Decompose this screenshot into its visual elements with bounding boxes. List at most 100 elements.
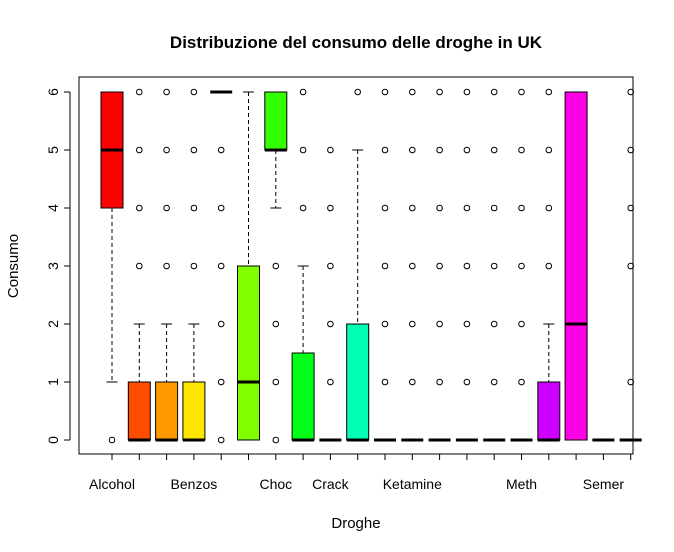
box-group [428,88,451,442]
outlier-point [518,262,525,270]
box-group [510,88,533,442]
outlier-point [217,204,225,212]
outlier-point [381,204,389,212]
outlier-point [627,262,635,270]
y-tick-label: 5 [45,146,61,154]
outlier-point [490,146,498,154]
outlier-point [299,204,307,212]
y-axis: 0 1 2 3 4 5 6 [45,88,71,444]
outlier-point [108,436,116,444]
outlier-point [381,88,389,96]
outlier-point [518,146,525,154]
outlier-point [490,204,498,212]
x-tick-label: Ketamine [383,476,442,492]
outlier-point [409,320,416,328]
outlier-point [190,262,198,270]
outlier-point [190,204,198,212]
outlier-point [272,320,280,328]
box [264,91,288,151]
outlier-point [272,262,280,270]
box [346,323,370,441]
outlier-point [463,378,471,386]
outlier-point [436,204,443,212]
outlier-point [381,146,389,154]
outlier-point [545,204,553,212]
outlier-point [545,262,553,270]
outlier-point [436,378,443,386]
y-tick-label: 3 [45,262,61,270]
box [537,381,561,441]
outlier-point [627,204,635,212]
outlier-point [217,146,225,154]
outlier-point [436,320,443,328]
x-tick-label: Choc [259,476,292,492]
outlier-point [627,378,635,386]
outlier-point [163,204,170,212]
outlier-point [490,320,498,328]
y-axis-title: Consumo [5,234,22,298]
outlier-point [490,88,498,96]
outlier-point [136,262,143,270]
y-tick-label: 0 [45,436,61,444]
box-group [237,91,260,441]
outlier-point [327,320,334,328]
x-tick-label: Alcohol [89,476,135,492]
outlier-point [463,320,471,328]
outlier-point [518,88,525,96]
outlier-point [327,262,334,270]
outlier-point [463,146,471,154]
outlier-point [463,204,471,212]
box-group [127,88,151,442]
box-group [210,90,233,444]
outlier-point [409,146,416,154]
outlier-point [381,262,389,270]
box [564,91,588,441]
box [182,381,206,441]
chart-title: Distribuzione del consumo delle droghe i… [170,33,543,52]
outlier-point [163,146,170,154]
outlier-point [409,378,416,386]
boxes-layer [100,88,642,444]
outlier-point [136,88,143,96]
outlier-point [409,204,416,212]
outlier-point [436,262,443,270]
outlier-point [436,146,443,154]
y-tick-label: 1 [45,378,61,386]
box-group [564,91,588,441]
outlier-point [627,146,635,154]
x-tick-label: Meth [506,476,537,492]
outlier-point [627,88,635,96]
outlier-point [217,262,225,270]
outlier-point [163,262,170,270]
outlier-point [136,204,143,212]
box-group [346,88,370,442]
outlier-point [217,436,225,444]
outlier-point [463,88,471,96]
outlier-point [545,146,553,154]
box-group [182,88,206,442]
outlier-point [190,88,198,96]
outlier-point [436,88,443,96]
box [291,352,315,441]
outlier-point [299,146,307,154]
outlier-point [354,88,362,96]
outlier-point [190,146,198,154]
outlier-point [327,146,334,154]
outlier-point [217,378,225,386]
outlier-point [163,88,170,96]
outlier-point [490,378,498,386]
x-tick-label: Semer [583,476,625,492]
outlier-point [327,204,334,212]
outlier-point [381,378,389,386]
box-group [483,88,506,442]
outlier-point [545,88,553,96]
outlier-point [409,262,416,270]
box-group [291,88,315,442]
box-group [264,91,288,444]
outlier-point [490,262,498,270]
x-tick-label: Crack [312,476,350,492]
box [127,381,151,441]
outlier-point [299,88,307,96]
x-axis: Alcohol Benzos Choc Crack Ketamine Meth Semer [89,453,632,492]
